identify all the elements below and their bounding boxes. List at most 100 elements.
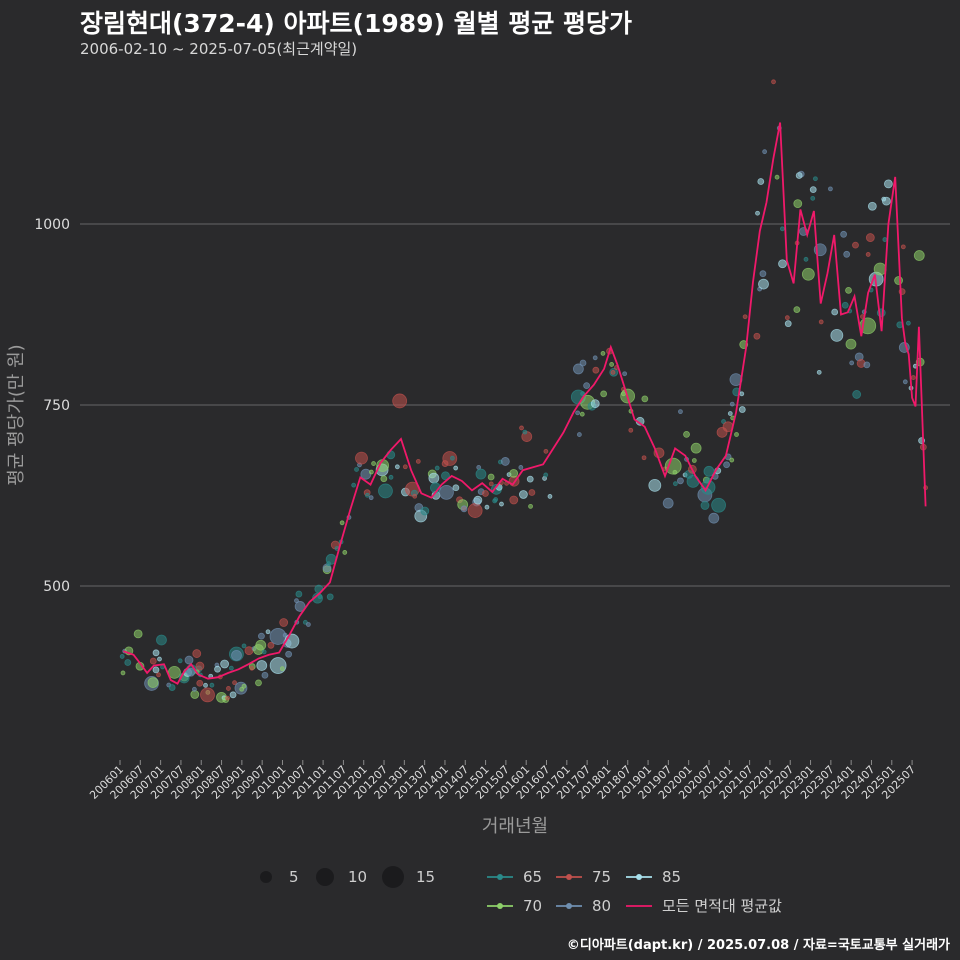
data-point-65 [354,467,359,472]
data-point-80 [840,230,848,238]
data-point-70 [793,306,801,313]
data-point-65 [449,455,455,461]
size-legend-label: 5 [289,868,299,886]
data-point-70 [487,473,495,481]
data-point-70 [691,458,697,463]
data-point-85 [547,494,553,499]
data-point-75 [467,503,483,518]
data-point-75 [865,233,875,242]
data-point-65 [711,497,726,513]
data-point-70 [672,469,678,475]
data-point-65 [882,237,888,242]
data-point-85 [152,649,160,657]
y-tick-label: 750 [43,398,70,414]
data-point-70 [241,683,247,689]
data-point-65 [378,483,393,499]
series-legend-label: 80 [592,897,611,915]
data-point-85 [809,186,817,194]
data-point-65 [543,472,549,478]
data-point-70 [913,250,925,261]
data-point-70 [774,174,780,180]
data-point-70 [641,395,649,403]
data-point-80 [583,382,591,390]
data-point-70 [255,639,267,651]
data-point-85 [778,259,787,269]
data-point-65 [803,256,809,262]
data-point-75 [232,680,237,686]
data-point-65 [672,481,678,487]
data-point-70 [371,461,376,466]
axis-layer: 5007501000200601200607200701200707200801… [6,217,918,837]
data-point-75 [519,425,524,431]
data-point-75 [402,464,408,470]
data-point-70 [579,411,585,417]
data-point-85 [590,399,600,409]
data-point-65 [852,390,862,399]
data-point-85 [738,406,746,413]
data-point-75 [592,366,600,374]
data-point-85 [881,196,891,206]
data-point-75 [244,646,254,656]
data-point-65 [522,429,528,435]
series-legend-dot [636,874,642,880]
data-point-85 [452,484,460,492]
data-point-65 [420,506,430,516]
data-point-80 [261,671,269,679]
data-point-80 [282,632,288,638]
data-point-85 [152,666,160,674]
data-point-85 [453,465,459,471]
data-point-85 [784,320,792,328]
data-point-80 [575,410,581,416]
data-point-80 [439,484,454,500]
data-point-70 [380,475,388,483]
data-point-85 [214,665,221,673]
data-point-80 [305,622,311,627]
data-point-80 [849,360,855,366]
data-point-80 [184,655,194,665]
data-point-80 [231,649,242,661]
data-point-70 [339,520,345,526]
data-point-75 [771,79,776,85]
data-point-75 [865,252,871,257]
data-point-75 [528,489,536,496]
y-axis-title: 평균 평당가(만 원) [6,344,27,485]
data-point-85 [269,657,287,674]
data-point-70 [873,262,887,276]
data-point-80 [592,355,598,361]
data-point-65 [841,301,849,309]
data-point-70 [801,267,815,281]
series-legend-label: 75 [592,868,611,886]
series-legend-dot [566,903,572,909]
data-point-70 [729,457,735,463]
data-point-70 [190,690,200,699]
data-point-75 [628,427,634,433]
data-point-70 [255,679,262,687]
data-point-85 [755,210,760,216]
data-point-70 [509,468,519,478]
data-point-65 [364,492,370,498]
data-point-85 [867,201,877,211]
data-point-75 [442,451,458,466]
data-point-80 [285,650,293,658]
data-point-70 [845,286,852,294]
series-legend-label: 65 [523,868,542,886]
data-point-65 [700,501,710,510]
size-legend-swatch [382,866,404,888]
data-point-85 [831,308,839,316]
data-point-75 [156,672,161,678]
data-point-85 [526,475,534,483]
data-point-65 [326,561,332,567]
data-point-80 [518,465,524,470]
data-point-85 [519,490,528,499]
data-point-80 [828,186,833,192]
data-point-65 [721,419,726,424]
data-point-75 [355,451,368,465]
data-point-75 [415,458,421,464]
data-point-80 [192,686,197,692]
data-point-65 [119,654,125,659]
data-point-80 [573,363,584,375]
data-point-70 [894,276,903,285]
data-point-80 [460,505,468,513]
series-legend-label: 모든 면적대 평균값 [662,897,782,915]
